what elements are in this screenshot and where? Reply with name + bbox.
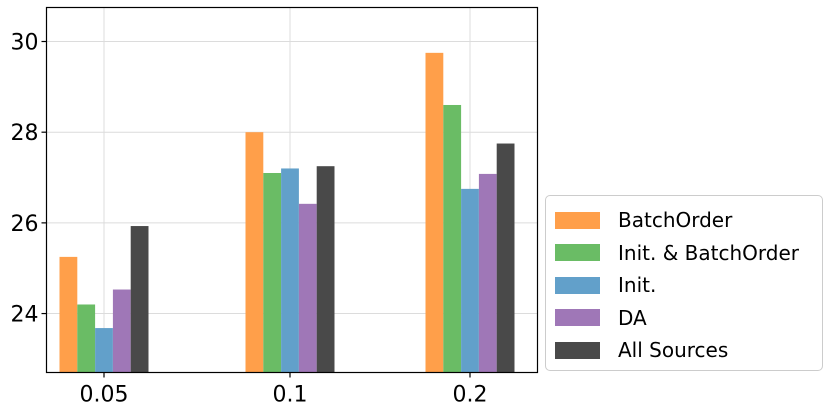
plot-frame (45, 6, 539, 374)
bar (478, 173, 497, 373)
legend-swatch (555, 309, 600, 327)
legend-label: Init. & BatchOrder (618, 240, 799, 265)
bar (443, 104, 462, 373)
legend-swatch (555, 276, 600, 294)
bar (496, 143, 515, 373)
legend-swatch (555, 211, 600, 229)
bar (77, 304, 96, 373)
bar (425, 52, 444, 373)
bar (59, 256, 78, 373)
x-tick-label: 0.2 (453, 383, 488, 408)
bar (281, 168, 299, 373)
legend-label: BatchOrder (618, 208, 733, 233)
bar (316, 166, 335, 373)
bar (95, 328, 113, 373)
legend-label: DA (618, 305, 647, 330)
x-tick-label: 0.05 (80, 383, 129, 408)
y-tick-label: 24 (11, 303, 39, 328)
legend-label: Init. (618, 273, 657, 298)
bar (130, 226, 149, 373)
bar (298, 203, 317, 373)
legend-item-init-batchorder: Init. & BatchOrder (555, 237, 822, 270)
bar (112, 289, 131, 373)
legend-item-all-sources: All Sources (555, 334, 822, 367)
y-tick-label: 30 (11, 31, 39, 56)
legend-item-batchorder: BatchOrder (555, 204, 822, 237)
bar (263, 172, 282, 373)
y-tick-label: 26 (11, 212, 39, 237)
y-axis-ticks: 24 26 28 30 (11, 31, 47, 328)
legend-swatch (555, 341, 600, 359)
legend-item-da: DA (555, 302, 822, 335)
bar (461, 188, 479, 373)
bar (245, 132, 264, 373)
legend-label: All Sources (618, 338, 729, 363)
x-axis-ticks: 0.05 0.1 0.2 (80, 372, 488, 408)
y-tick-label: 28 (11, 121, 39, 146)
legend-item-init: Init. (555, 269, 822, 302)
legend-swatch (555, 244, 600, 262)
x-tick-label: 0.1 (273, 383, 308, 408)
bars (59, 52, 515, 373)
legend: BatchOrder Init. & BatchOrder Init. DA A… (545, 195, 823, 371)
